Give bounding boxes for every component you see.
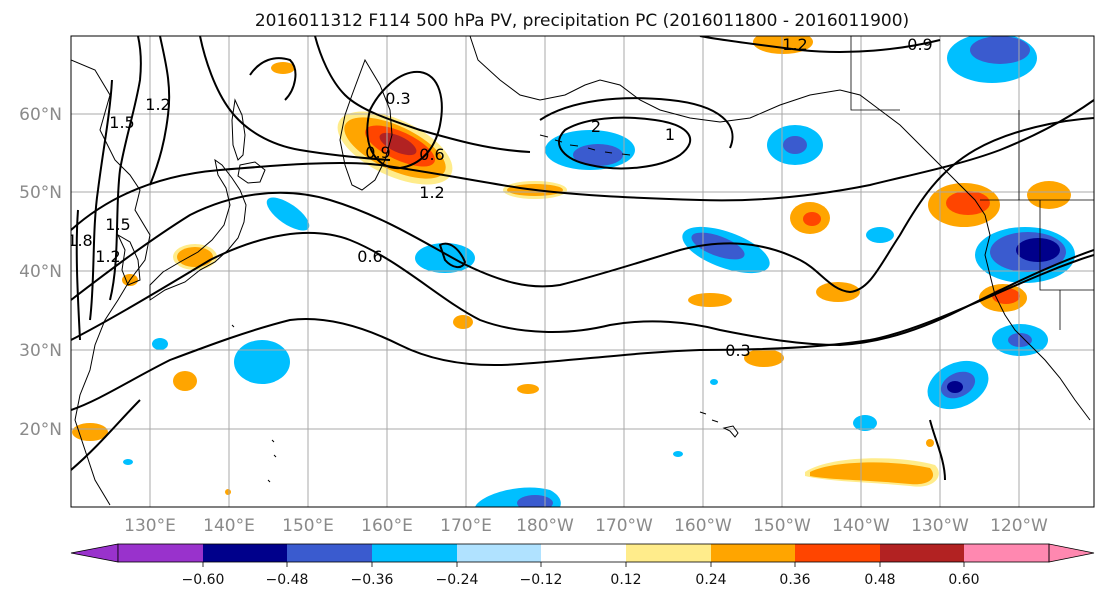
contour-label: 1.2 [419, 183, 444, 202]
contour-label: 1.2 [145, 95, 170, 114]
colorbar-segment [964, 544, 1049, 562]
contour-label: 1 [665, 125, 675, 144]
colorbar-tick: −0.36 [351, 572, 394, 588]
lat-label: 60°N [19, 105, 62, 125]
contour-label: 1.2 [95, 247, 120, 266]
colorbar-tick: 0.60 [948, 572, 979, 588]
latitude-labels: 60°N 50°N 40°N 30°N 20°N [19, 105, 62, 440]
lon-label: 160°W [674, 516, 732, 536]
contour-label: 0.3 [725, 341, 750, 360]
lon-label: 130°E [124, 516, 176, 536]
precip-negative-shading [123, 36, 1075, 507]
colorbar-segment [880, 544, 964, 562]
colorbar-segment [457, 544, 541, 562]
colorbar-segment [795, 544, 880, 562]
contour-label: 1.2 [782, 35, 807, 54]
lon-label: 150°W [753, 516, 811, 536]
colorbar-segment [287, 544, 372, 562]
figure-title: 2016011312 F114 500 hPa PV, precipitatio… [255, 11, 909, 31]
contour-label: 0.6 [419, 145, 444, 164]
colorbar-segment [118, 544, 203, 562]
political-borders [850, 36, 1094, 330]
contour-label: 1.8 [67, 231, 92, 250]
contour-label: 0.9 [365, 143, 390, 162]
colorbar-segment [626, 544, 711, 562]
colorbar-extend-low [70, 543, 119, 563]
lon-label: 160°E [361, 516, 413, 536]
lon-label: 170°W [595, 516, 653, 536]
lon-label: 140°W [832, 516, 890, 536]
lon-label: 140°E [203, 516, 255, 536]
map-gridlines [71, 36, 1094, 507]
colorbar-segment [203, 544, 287, 562]
lat-label: 50°N [19, 183, 62, 203]
lon-label: 150°E [282, 516, 334, 536]
colorbar-tick: −0.48 [266, 572, 309, 588]
lat-label: 40°N [19, 262, 62, 282]
colorbar: −0.60 −0.48 −0.36 −0.24 −0.12 0.12 0.24 … [70, 543, 1095, 588]
colorbar-segment [711, 544, 795, 562]
contour-label: 0.3 [385, 89, 410, 108]
map-frame [70, 35, 1095, 508]
coastlines [71, 36, 1091, 506]
colorbar-tick: 0.24 [695, 572, 726, 588]
contour-labels: 1.2 0.9 0.9 0.6 1.2 0.6 0.3 0.3 1.5 1.2 … [67, 35, 933, 360]
contour-label: 0.6 [357, 247, 382, 266]
contour-label: 2 [591, 117, 601, 136]
precip-positive-shading [72, 36, 1071, 495]
lon-label: 120°W [990, 516, 1048, 536]
longitude-labels: 130°E 140°E 150°E 160°E 170°E 180°W 170°… [124, 516, 1048, 536]
colorbar-tick: 0.48 [864, 572, 895, 588]
contour-label: 1.5 [109, 113, 134, 132]
colorbar-extend-high [1048, 543, 1095, 563]
pv-contours [71, 36, 1094, 481]
lat-label: 30°N [19, 341, 62, 361]
colorbar-segment [541, 544, 626, 562]
colorbar-tick: 0.12 [610, 572, 641, 588]
lon-label: 180°W [516, 516, 574, 536]
contour-label: 0.9 [907, 35, 932, 54]
contour-label: 1.5 [105, 215, 130, 234]
lon-label: 170°E [440, 516, 492, 536]
colorbar-segment [372, 544, 457, 562]
lat-label: 20°N [19, 420, 62, 440]
colorbar-tick: −0.12 [520, 572, 563, 588]
colorbar-tick: 0.36 [779, 572, 810, 588]
colorbar-tick: −0.60 [182, 572, 225, 588]
colorbar-outline [117, 543, 1050, 563]
colorbar-tick: −0.24 [436, 572, 479, 588]
lon-label: 130°W [911, 516, 969, 536]
